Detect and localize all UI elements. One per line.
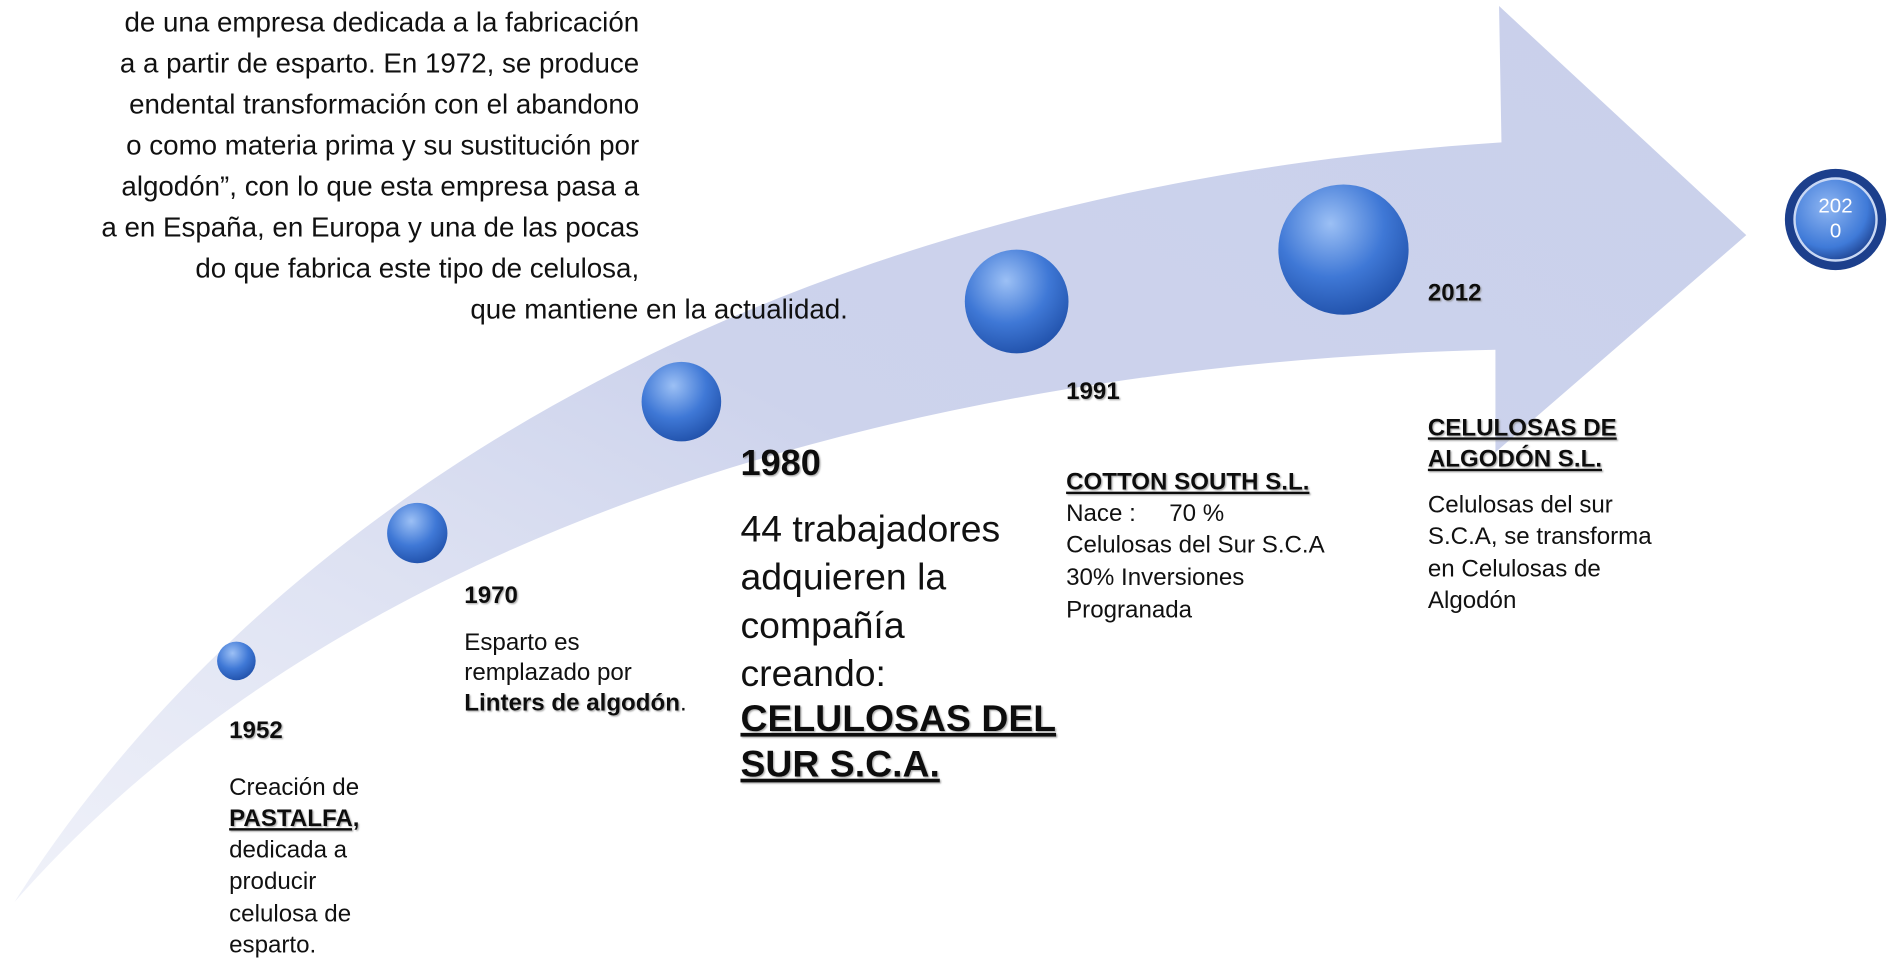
ball [217,641,256,681]
event-text: en Celulosas de [1428,555,1601,582]
ball [964,249,1069,354]
event-text: celulosa de [229,900,351,927]
event-text: COTTON SOUTH S.L. [1066,469,1309,496]
event-text: esparto. [229,932,316,959]
balls [217,184,1409,681]
event-text: CELULOSAS DEL [740,697,1056,739]
event-line: producir [229,868,316,895]
ball [1278,184,1409,315]
badge [1793,177,1878,262]
event-year: 1980 [740,442,820,483]
event-line: SUR S.C.A. [740,743,939,785]
event-line: Algodón [1428,587,1516,614]
paragraph-line: a en España, en Europa y una de las poca… [101,211,639,242]
event-line: dedicada a [229,836,348,863]
event-text: 30% Inversiones [1066,564,1244,591]
ball [387,502,448,564]
event-line: remplazado por [464,659,632,686]
event-line: 44 trabajadores [740,508,1000,550]
event-text: adquieren la [740,556,946,598]
badge-label: 0 [1830,220,1841,243]
event-text: CELULOSAS DE [1428,414,1617,441]
event-line: Celulosas del sur [1428,492,1613,519]
paragraph-line: de una empresa dedicada a la fabricación [124,6,639,37]
event-text: PASTALFA, [229,805,359,832]
event-line: Linters de algodón. [464,689,686,716]
event-text: dedicada a [229,836,348,863]
event-text: compañía [740,604,904,646]
event-year: 1991 [1066,378,1120,405]
event-line: COTTON SOUTH S.L. [1066,469,1309,496]
event-year: 2012 [1428,279,1482,306]
event-year: 1970 [464,582,518,609]
paragraph-line: que mantiene en la actualidad. [470,293,848,324]
event-text: producir [229,868,316,895]
event-line: en Celulosas de [1428,555,1601,582]
badge-label: 202 [1818,194,1852,217]
event-text: ALGODÓN S.L. [1428,445,1602,473]
event-line: ALGODÓN S.L. [1428,445,1602,473]
event-text: Algodón [1428,587,1516,614]
event-text: SUR S.C.A. [740,743,939,785]
paragraph-line: endental transformación con el abandono [129,88,639,119]
event-text: Celulosas del Sur S.C.A [1066,531,1326,558]
event-line: Nace : 70 % [1066,500,1224,527]
event-line: creando: [740,652,885,694]
event-text: S.C.A, se transforma [1428,523,1652,550]
event-text: creando: [740,652,885,694]
event-line: S.C.A, se transforma [1428,523,1652,550]
event-line: PASTALFA, [229,805,359,832]
event-line: Creación de [229,774,359,801]
event-text: Celulosas del sur [1428,492,1613,519]
event-line: compañía [740,604,904,646]
event-text: Linters de algodón [464,689,680,716]
event-line: esparto. [229,932,316,959]
event-line: celulosa de [229,900,351,927]
paragraph-line: do que fabrica este tipo de celulosa, [195,252,639,283]
event-line: CELULOSAS DEL [740,697,1056,739]
paragraph-line: a a partir de esparto. En 1972, se produ… [120,47,639,78]
event-line: Celulosas del Sur S.C.A [1066,531,1326,558]
event-line: 30% Inversiones [1066,564,1244,591]
event-text: . [680,689,687,716]
event-text: remplazado por [464,659,632,686]
event-line: CELULOSAS DE [1428,414,1617,441]
event-line: Esparto es [464,629,579,656]
event-text: Creación de [229,774,359,801]
paragraph-line: o como materia prima y su sustitución po… [126,129,639,160]
event-text: Nace : 70 % [1066,500,1224,527]
event-text: Progranada [1066,596,1193,623]
paragraph-line: algodón”, con lo que esta empresa pasa a [121,170,639,201]
event-line: adquieren la [740,556,946,598]
event-line: Progranada [1066,596,1193,623]
event-text: 44 trabajadores [740,508,1000,550]
ball [641,361,722,442]
event-year: 1952 [229,717,283,744]
event-text: Esparto es [464,629,579,656]
